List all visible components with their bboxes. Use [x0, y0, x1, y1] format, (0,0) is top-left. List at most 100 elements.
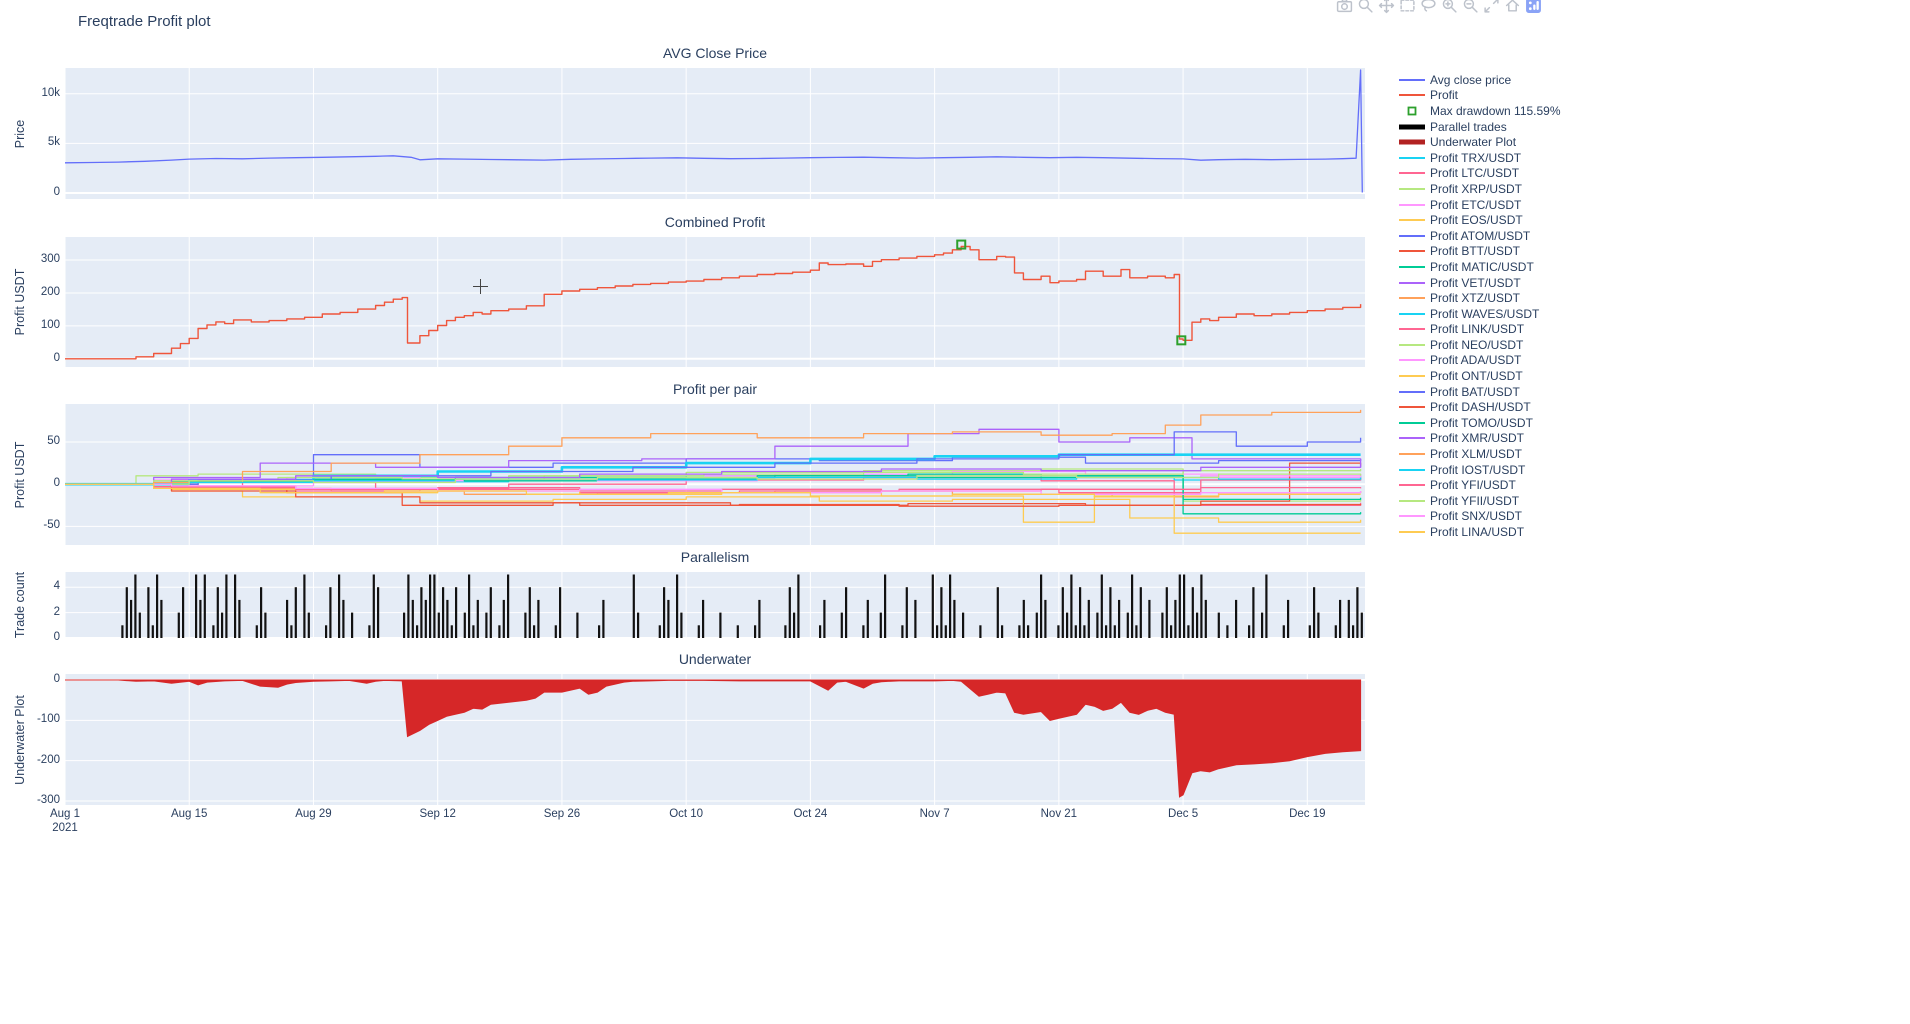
- subplot-title-avg-close-price: AVG Close Price: [663, 45, 767, 61]
- legend-item[interactable]: Profit VET/USDT: [1398, 275, 1561, 291]
- zoom-out-icon[interactable]: [1462, 0, 1479, 19]
- legend-swatch-icon: [1399, 78, 1425, 81]
- legend-item[interactable]: Underwater Plot: [1398, 134, 1561, 150]
- zoom-in-icon[interactable]: [1441, 0, 1458, 19]
- y-tick-label: 0: [53, 477, 60, 490]
- reset-axes-icon[interactable]: [1504, 0, 1521, 19]
- legend-item[interactable]: Profit SNX/USDT: [1398, 509, 1561, 525]
- legend-item[interactable]: Parallel trades: [1398, 119, 1561, 135]
- modebar: [1336, 0, 1542, 19]
- combined-profit-plot[interactable]: [65, 237, 1365, 367]
- legend-swatch-icon: [1399, 390, 1425, 393]
- legend-swatch-icon: [1399, 156, 1425, 159]
- legend-label: Underwater Plot: [1430, 135, 1517, 150]
- legend-label: Profit ATOM/USDT: [1430, 228, 1531, 243]
- legend-item[interactable]: Profit BAT/USDT: [1398, 384, 1561, 400]
- legend-item[interactable]: Profit XTZ/USDT: [1398, 290, 1561, 306]
- legend-item[interactable]: Profit DASH/USDT: [1398, 399, 1561, 415]
- y-tick-label: 5k: [47, 136, 60, 149]
- legend-item[interactable]: Profit BTT/USDT: [1398, 244, 1561, 260]
- legend-item[interactable]: Profit ETC/USDT: [1398, 197, 1561, 213]
- x-tick-label: Sep 26: [543, 808, 581, 820]
- profit-per-pair-plot[interactable]: [65, 404, 1365, 545]
- x-tick-label: Nov 7: [919, 808, 950, 820]
- legend-item[interactable]: Profit ATOM/USDT: [1398, 228, 1561, 244]
- legend: Avg close price Profit Max drawdown 115.59…: [1398, 72, 1561, 540]
- legend-label: Profit YFII/USDT: [1430, 493, 1520, 508]
- legend-swatch-icon: [1399, 172, 1425, 175]
- legend-item[interactable]: Profit YFII/USDT: [1398, 493, 1561, 509]
- legend-item[interactable]: Profit TOMO/USDT: [1398, 415, 1561, 431]
- legend-label: Profit IOST/USDT: [1430, 462, 1526, 477]
- y-axis-title-profit-usdt-2: Profit USDT: [13, 441, 27, 508]
- legend-label: Profit LINA/USDT: [1430, 525, 1525, 540]
- subplot-title-combined-profit: Combined Profit: [664, 214, 766, 230]
- legend-item[interactable]: Avg close price: [1398, 72, 1561, 88]
- legend-swatch-icon: [1407, 106, 1417, 116]
- legend-item[interactable]: Profit XMR/USDT: [1398, 431, 1561, 447]
- autoscale-icon[interactable]: [1483, 0, 1500, 19]
- legend-swatch-icon: [1399, 219, 1425, 222]
- x-tick-label: Sep 12: [419, 808, 456, 820]
- x-tick-label: Oct 10: [669, 808, 704, 820]
- legend-item[interactable]: Profit YFI/USDT: [1398, 477, 1561, 493]
- legend-label: Profit WAVES/USDT: [1430, 306, 1540, 321]
- zoom-icon[interactable]: [1357, 0, 1374, 19]
- legend-label: Profit: [1430, 88, 1459, 103]
- camera-icon[interactable]: [1336, 0, 1353, 19]
- legend-item[interactable]: Profit NEO/USDT: [1398, 337, 1561, 353]
- subplot-title-profit-per-pair: Profit per pair: [672, 381, 758, 397]
- legend-swatch-icon: [1399, 515, 1425, 518]
- y-tick-label: 0: [53, 631, 60, 643]
- legend-item[interactable]: Profit ONT/USDT: [1398, 368, 1561, 384]
- legend-label: Profit TRX/USDT: [1430, 150, 1522, 165]
- legend-item[interactable]: Profit LINK/USDT: [1398, 322, 1561, 338]
- legend-label: Profit MATIC/USDT: [1430, 259, 1534, 274]
- legend-swatch-icon: [1399, 468, 1425, 471]
- plotly-logo[interactable]: [1525, 0, 1542, 19]
- legend-swatch-icon: [1399, 297, 1425, 300]
- legend-item[interactable]: Max drawdown 115.59%: [1398, 103, 1561, 119]
- y-axis-title-underwater-plot: Underwater Plot: [13, 694, 27, 785]
- legend-swatch-icon: [1399, 124, 1425, 130]
- pan-icon[interactable]: [1378, 0, 1395, 19]
- legend-label: Profit SNX/USDT: [1430, 509, 1523, 524]
- avg-close-price-plot[interactable]: [65, 68, 1365, 199]
- legend-item[interactable]: Profit LTC/USDT: [1398, 166, 1561, 182]
- parallelism-plot[interactable]: [65, 572, 1365, 638]
- x-tick-label: Dec 5: [1168, 808, 1199, 820]
- legend-label: Profit ETC/USDT: [1430, 197, 1522, 212]
- legend-item[interactable]: Profit MATIC/USDT: [1398, 259, 1561, 275]
- y-tick-label: 0: [53, 351, 60, 364]
- legend-swatch-icon: [1399, 453, 1425, 456]
- legend-item[interactable]: Profit LINA/USDT: [1398, 524, 1561, 540]
- box-select-icon[interactable]: [1399, 0, 1416, 19]
- legend-item[interactable]: Profit EOS/USDT: [1398, 212, 1561, 228]
- legend-item[interactable]: Profit IOST/USDT: [1398, 462, 1561, 478]
- legend-swatch-icon: [1399, 312, 1425, 315]
- lasso-icon[interactable]: [1420, 0, 1437, 19]
- legend-label: Profit TOMO/USDT: [1430, 415, 1533, 430]
- legend-label: Max drawdown 115.59%: [1430, 103, 1561, 118]
- legend-swatch-icon: [1399, 94, 1425, 97]
- legend-item[interactable]: Profit WAVES/USDT: [1398, 306, 1561, 322]
- legend-label: Profit XRP/USDT: [1430, 181, 1523, 196]
- legend-label: Profit XTZ/USDT: [1430, 291, 1521, 306]
- legend-swatch-icon: [1399, 437, 1425, 440]
- legend-item[interactable]: Profit ADA/USDT: [1398, 353, 1561, 369]
- legend-swatch-icon: [1399, 484, 1425, 487]
- y-tick-label: -100: [36, 713, 60, 726]
- y-tick-label: 0: [53, 673, 60, 686]
- underwater-plot[interactable]: [65, 674, 1365, 805]
- legend-item[interactable]: Profit XRP/USDT: [1398, 181, 1561, 197]
- y-tick-label: 200: [40, 285, 60, 298]
- x-tick-label: Aug 1: [49, 808, 81, 820]
- legend-label: Profit ADA/USDT: [1430, 353, 1522, 368]
- legend-item[interactable]: Profit TRX/USDT: [1398, 150, 1561, 166]
- legend-swatch-icon: [1399, 281, 1425, 284]
- legend-item[interactable]: Profit XLM/USDT: [1398, 446, 1561, 462]
- legend-label: Profit BAT/USDT: [1430, 384, 1520, 399]
- y-tick-label: -200: [36, 753, 60, 766]
- legend-item[interactable]: Profit: [1398, 88, 1561, 104]
- legend-label: Profit LTC/USDT: [1430, 166, 1520, 181]
